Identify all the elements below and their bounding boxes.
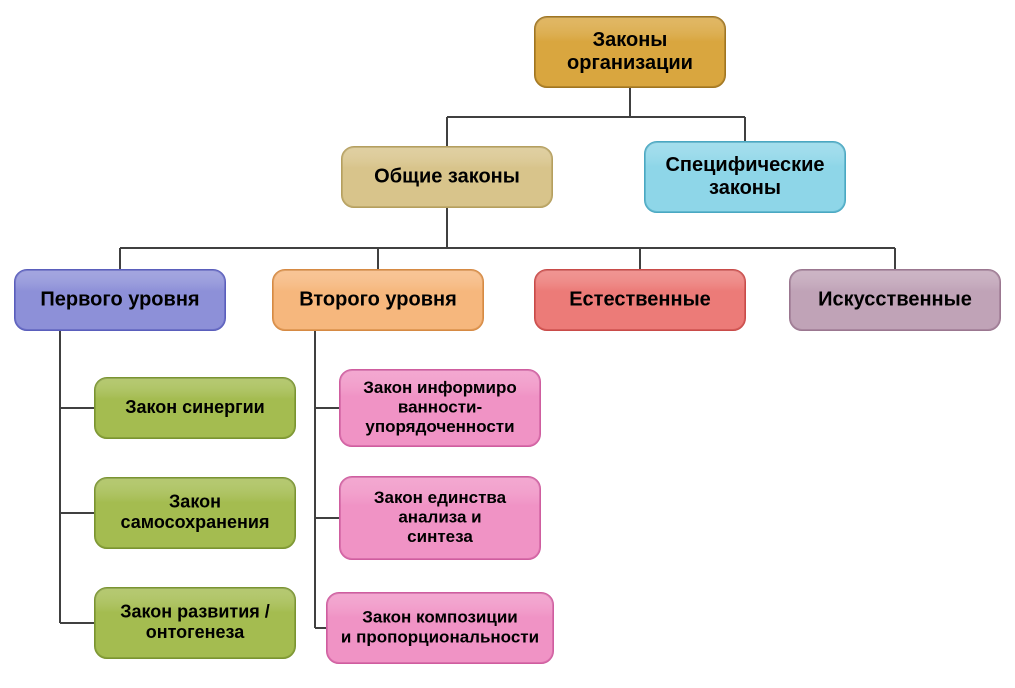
node-general: Общие законы: [342, 147, 552, 207]
node-selfpres-label: Закон: [169, 491, 221, 511]
node-root-label: Законы: [593, 29, 668, 51]
node-specific: Специфическиезаконы: [645, 142, 845, 212]
node-root: Законыорганизации: [535, 17, 725, 87]
node-level2-label: Второго уровня: [299, 288, 457, 310]
node-selfpres-label: самосохранения: [121, 512, 270, 532]
node-analysis-label: Закон единства: [374, 488, 507, 507]
node-inform-label: ванности-: [398, 397, 482, 416]
node-root-label: организации: [567, 52, 693, 74]
org-chart-flowchart: Законыорганизации Общие законы Специфическ…: [0, 0, 1015, 688]
node-natural-label: Естественные: [569, 288, 711, 310]
node-general-label: Общие законы: [374, 165, 520, 187]
node-compos-label: Закон композиции: [362, 608, 517, 627]
node-inform-label: упорядоченности: [365, 417, 514, 436]
node-synergy-label: Закон синергии: [125, 397, 265, 417]
node-develop-label: Закон развития /: [120, 601, 270, 621]
node-compos: Закон композициии пропорциональности: [327, 593, 553, 663]
node-analysis-label: синтеза: [407, 527, 473, 546]
node-synergy: Закон синергии: [95, 378, 295, 438]
node-artificial-label: Искусственные: [818, 288, 972, 310]
node-level2: Второго уровня: [273, 270, 483, 330]
node-level1: Первого уровня: [15, 270, 225, 330]
node-specific-label: Специфические: [665, 154, 824, 176]
node-develop: Закон развития /онтогенеза: [95, 588, 295, 658]
node-develop-label: онтогенеза: [146, 622, 246, 642]
node-artificial: Искусственные: [790, 270, 1000, 330]
node-inform: Закон информированности-упорядоченности: [340, 370, 540, 446]
node-specific-label: законы: [709, 177, 781, 199]
node-inform-label: Закон информиро: [363, 378, 516, 397]
node-selfpres: Законсамосохранения: [95, 478, 295, 548]
node-analysis: Закон единстваанализа исинтеза: [340, 477, 540, 559]
node-compos-label: и пропорциональности: [341, 627, 539, 646]
node-analysis-label: анализа и: [398, 507, 481, 526]
nodes-layer: Законыорганизации Общие законы Специфическ…: [15, 17, 1000, 663]
node-level1-label: Первого уровня: [40, 288, 199, 310]
node-natural: Естественные: [535, 270, 745, 330]
